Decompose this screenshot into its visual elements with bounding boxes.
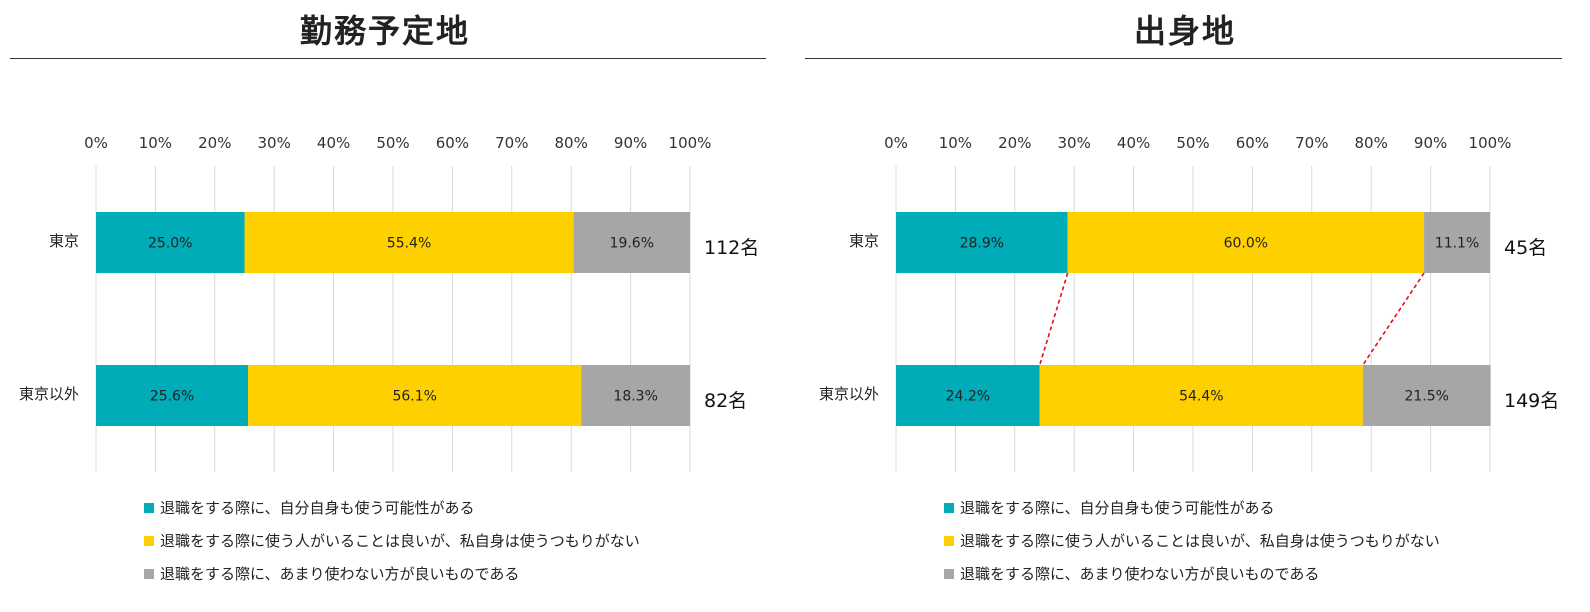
legend-label: 退職をする際に、あまり使わない方が良いものである [960,565,1320,583]
x-tick-label: 0% [884,134,908,152]
x-tick-label: 0% [84,134,108,152]
x-tick-label: 10% [939,134,972,152]
x-tick-label: 40% [1117,134,1150,152]
x-tick-label: 90% [1414,134,1447,152]
chart-panel-work-location: 勤務予定地 0% 10% 20% 30% 40% 50% 60% 70% 80% 90% 100% 東… [0,0,770,612]
legend-label: 退職をする際に、自分自身も使う可能性がある [160,499,475,517]
x-tick-label: 40% [317,134,350,152]
legend: 退職をする際に、自分自身も使う可能性がある 退職をする際に使う人がいることは良い… [944,491,1440,590]
bar-segment [573,212,690,273]
x-tick-label: 20% [198,134,231,152]
bar-segment [96,365,249,426]
legend-item-may-use: 退職をする際に、自分自身も使う可能性がある [944,491,1440,524]
legend-label: 退職をする際に使う人がいることは良いが、私自身は使うつもりがない [160,532,640,550]
x-tick-label: 10% [139,134,172,152]
legend-item-may-use: 退職をする際に、自分自身も使う可能性がある [144,491,640,524]
data-label: 24.2% [946,389,990,405]
bar-segment [896,365,1040,426]
x-tick-label: 30% [258,134,291,152]
data-label: 11.1% [1435,236,1479,252]
bar-segment [244,212,574,273]
data-label: 19.6% [610,236,654,252]
data-label: 56.1% [392,389,436,405]
title-underline [10,58,766,59]
category-label: 東京 [849,232,879,250]
sample-count-label: 112名 [704,237,759,259]
data-label: 21.5% [1404,389,1448,405]
x-tick-label: 70% [1295,134,1328,152]
bar-segment [1362,365,1491,426]
legend-swatch-yellow [944,535,954,546]
data-label: 28.9% [960,236,1004,252]
legend-label: 退職をする際に、あまり使わない方が良いものである [160,565,520,583]
bar-segment [1039,365,1363,426]
x-tick-label: 20% [998,134,1031,152]
x-tick-label: 100% [669,134,712,152]
connector-line [1038,272,1069,366]
legend: 退職をする際に、自分自身も使う可能性がある 退職をする際に使う人がいることは良い… [144,491,640,590]
legend-item-wont-use: 退職をする際に使う人がいることは良いが、私自身は使うつもりがない [944,524,1440,557]
legend-label: 退職をする際に、自分自身も使う可能性がある [960,499,1275,517]
legend-swatch-gray [944,568,954,579]
title-underline [805,58,1562,59]
x-tick-label: 30% [1058,134,1091,152]
chart-title: 勤務予定地 [299,12,470,50]
chart-title: 出身地 [1133,12,1236,50]
x-tick-label: 50% [1176,134,1209,152]
x-tick-label: 70% [495,134,528,152]
category-label: 東京以外 [819,385,879,403]
data-label: 25.6% [150,389,194,405]
data-label: 60.0% [1224,236,1268,252]
data-label: 25.0% [148,236,192,252]
x-tick-label: 60% [1236,134,1269,152]
sample-count-label: 149名 [1504,390,1559,412]
x-tick-label: 50% [376,134,409,152]
x-tick-label: 90% [614,134,647,152]
x-tick-label: 80% [1355,134,1388,152]
x-tick-label: 80% [555,134,588,152]
x-tick-label: 100% [1469,134,1512,152]
data-label: 55.4% [387,236,431,252]
bar-segment [248,365,582,426]
legend-label: 退職をする際に使う人がいることは良いが、私自身は使うつもりがない [960,532,1440,550]
bar-segment [1424,212,1490,273]
sample-count-label: 82名 [704,390,747,412]
data-label: 18.3% [613,389,657,405]
legend-item-better-not: 退職をする際に、あまり使わない方が良いものである [144,557,640,590]
bar-segment [581,365,690,426]
category-label: 東京 [49,232,79,250]
bar-segment [96,212,245,273]
connector-line [1362,272,1425,366]
legend-swatch-teal [944,502,954,513]
stacked-bar-chart-hometown: 0% 10% 20% 30% 40% 50% 60% 70% 80% 90% 100% 東京 28.9%… [819,134,1559,472]
bar-segment [896,212,1068,273]
legend-swatch-yellow [144,535,154,546]
sample-count-label: 45名 [1504,237,1547,259]
legend-swatch-teal [144,502,154,513]
bar-segment [1067,212,1425,273]
legend-swatch-gray [144,568,154,579]
stacked-bar-chart-work-location: 0% 10% 20% 30% 40% 50% 60% 70% 80% 90% 100% 東京 25.0%… [19,134,759,472]
x-tick-label: 60% [436,134,469,152]
legend-item-wont-use: 退職をする際に使う人がいることは良いが、私自身は使うつもりがない [144,524,640,557]
data-label: 54.4% [1179,389,1223,405]
category-label: 東京以外 [19,385,79,403]
chart-panel-hometown: 出身地 0% 10% 20% 30% 40% 50% 60% 70% 80% 90% 100% 東京 2… [800,0,1590,612]
legend-item-better-not: 退職をする際に、あまり使わない方が良いものである [944,557,1440,590]
